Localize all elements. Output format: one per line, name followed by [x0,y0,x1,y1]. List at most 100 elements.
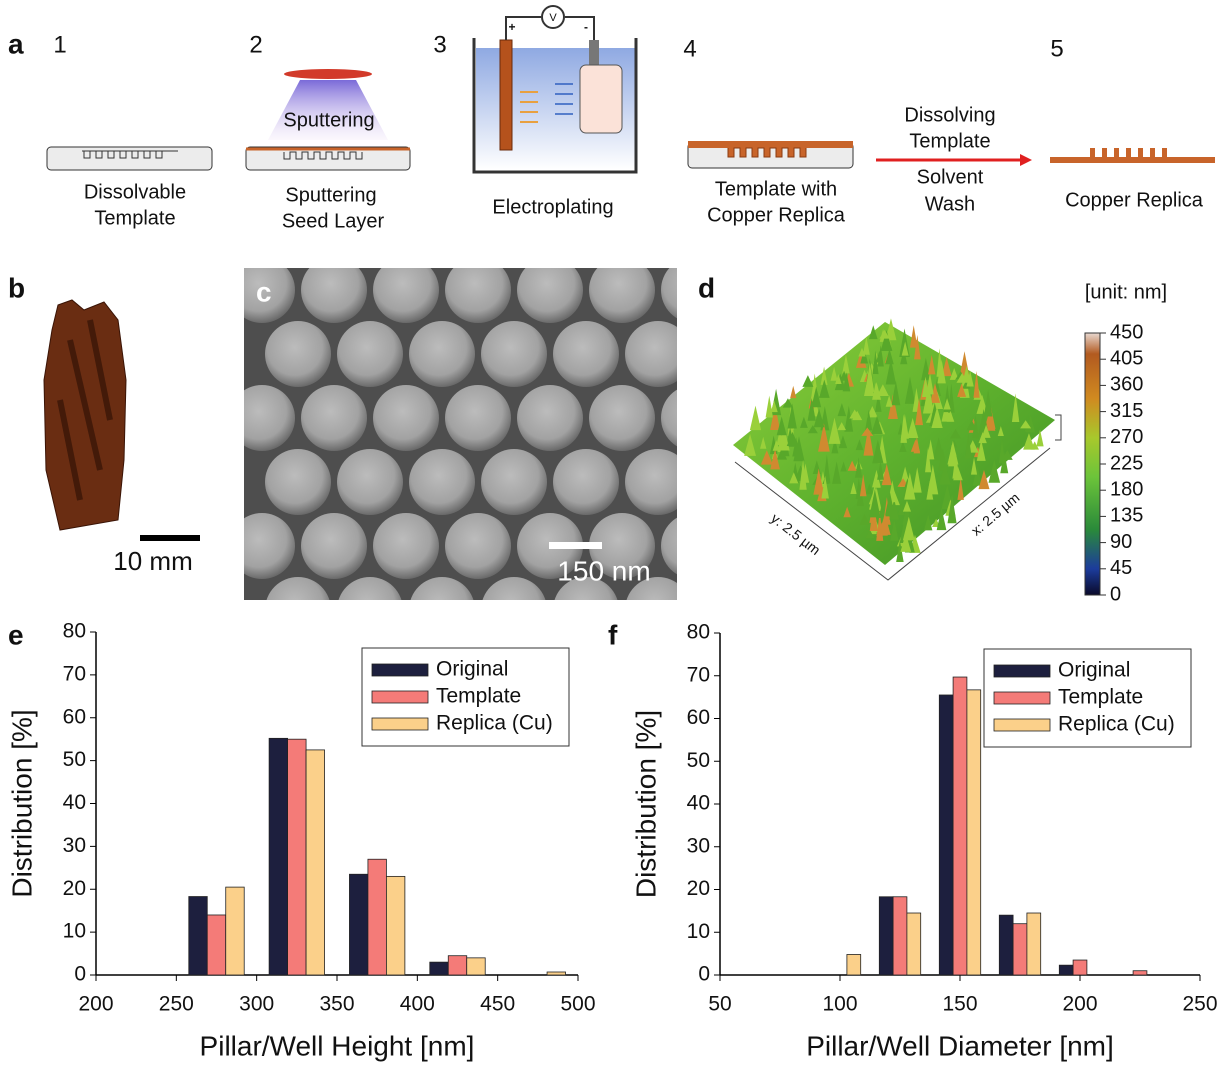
sphere [481,449,547,515]
afm-z-bracket [1055,415,1061,440]
panel-label: f [608,619,618,650]
arrow-label: Template [909,130,990,152]
sphere [625,449,691,515]
y-tick-label: 70 [687,663,710,686]
sphere [661,257,727,323]
sphere [625,321,691,387]
step-label: Copper Replica [707,204,846,226]
y-tick-label: 60 [63,705,86,728]
bar [1059,965,1073,975]
sphere [337,321,403,387]
sphere [445,257,511,323]
x-tick-label: 100 [822,993,857,1016]
x-tick-label: 300 [239,993,274,1016]
peak [750,406,761,430]
bar [207,915,225,975]
legend-label: Template [436,685,521,708]
bar [368,859,386,975]
bar [448,956,466,975]
y-tick-label: 30 [687,834,710,857]
y-tick-label: 60 [687,706,710,729]
legend-label: Replica (Cu) [1058,713,1175,736]
polarity: + [508,20,515,34]
sphere [337,449,403,515]
sphere [445,385,511,451]
copper-layer [688,141,853,148]
legend-swatch [372,691,428,703]
afm-axis-label: x: 2.5 µm [968,489,1023,538]
polarity: - [584,20,588,34]
x-tick-label: 450 [480,993,515,1016]
step-number: 2 [249,31,262,58]
bar [547,972,565,975]
legend-label: Original [436,658,508,681]
x-tick-label: 200 [78,993,113,1016]
colorbar-tick-label: 0 [1110,583,1121,605]
afm-axis-label: y: 2.5 µm [768,510,823,558]
bar [953,677,967,975]
bar [1073,960,1087,975]
legend-swatch [372,664,428,676]
bar [967,690,981,975]
sphere [229,513,295,579]
bar [1027,913,1041,975]
step-label: Seed Layer [282,210,385,232]
sphere [625,577,691,643]
bar [349,874,367,975]
x-tick-label: 200 [1062,993,1097,1016]
page: {"panel_labels": ["a", "b", "c", "d", "e… [0,0,1231,1066]
x-tick-label: 400 [400,993,435,1016]
sphere [661,513,727,579]
step-number: 1 [53,31,66,58]
bar [893,897,907,975]
figure: a b c d e f 1 2 3 4 5 Dissolvable Templa… [0,0,1231,1066]
legend-label: Original [1058,659,1130,682]
x-axis-label: Pillar/Well Diameter [nm] [806,1030,1114,1061]
sphere [265,577,331,643]
x-tick-label: 150 [942,993,977,1016]
sphere [589,257,655,323]
legend-label: Replica (Cu) [436,712,553,735]
y-tick-label: 50 [687,749,710,772]
sphere [373,513,439,579]
holder [589,40,599,68]
step-label: Copper Replica [1065,189,1204,211]
y-tick-label: 50 [63,748,86,771]
scale-label: 10 mm [113,546,192,576]
scale-bar [549,542,602,549]
step-label: Dissolvable [84,181,186,203]
bar [907,913,921,975]
target [284,69,372,79]
y-axis-label: Distribution [%] [630,710,661,898]
colorbar-tick-label: 135 [1110,505,1143,527]
bar [430,962,448,975]
colorbar-tick-label: 180 [1110,478,1143,500]
copper-replica [1050,157,1215,163]
x-tick-label: 250 [159,993,194,1016]
bar [999,915,1013,975]
cathode [580,65,622,133]
bar [269,738,287,975]
sphere [481,321,547,387]
bar [1013,924,1027,975]
bar [189,897,207,975]
colorbar-tick-label: 225 [1110,452,1143,474]
bar [306,750,324,975]
arrow-head [1020,154,1032,166]
scale-bar [140,535,200,541]
x-tick-label: 500 [560,993,595,1016]
legend-swatch [994,719,1050,731]
sphere [553,321,619,387]
y-tick-label: 10 [687,920,710,943]
y-tick-label: 40 [63,791,86,814]
colorbar [1085,333,1100,595]
panel-label: a [8,28,24,59]
sphere [517,385,583,451]
colorbar-tick-label: 90 [1110,531,1132,553]
copper-pillars [728,148,806,157]
peak [910,325,918,347]
colorbar-tick-label: 405 [1110,347,1143,369]
bar [467,958,485,975]
y-tick-label: 40 [687,792,710,815]
y-tick-label: 0 [74,963,86,986]
